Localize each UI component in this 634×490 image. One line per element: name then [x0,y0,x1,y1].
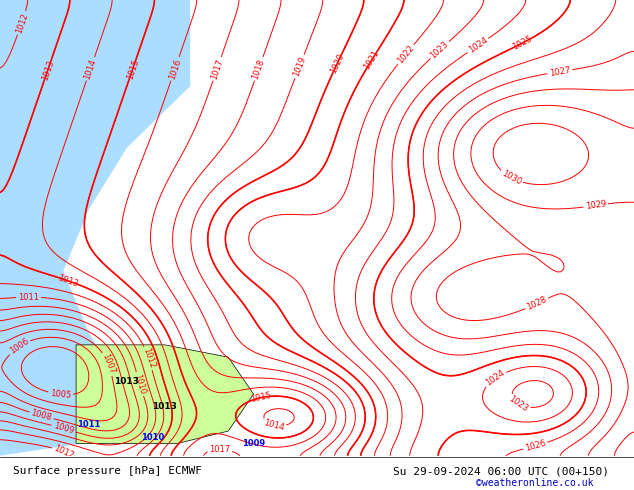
Text: 1028: 1028 [526,295,548,312]
Text: 1029: 1029 [585,199,607,211]
Text: 1006: 1006 [8,337,30,356]
Text: 1019: 1019 [292,55,307,78]
Text: 1011: 1011 [18,293,39,301]
Text: 1015: 1015 [250,391,273,404]
Text: 1025: 1025 [511,34,534,52]
Text: 1012: 1012 [52,443,75,461]
Text: 1021: 1021 [362,49,381,72]
Text: 1012: 1012 [14,12,29,34]
Text: 1013: 1013 [56,273,80,289]
Text: 1012: 1012 [141,347,156,369]
Text: 1010: 1010 [133,373,147,395]
Text: 1014: 1014 [262,418,285,432]
Text: 1013: 1013 [152,402,178,411]
Text: 1007: 1007 [100,352,117,375]
Text: 1008: 1008 [30,409,53,423]
Text: 1024: 1024 [484,368,507,388]
Text: ©weatheronline.co.uk: ©weatheronline.co.uk [476,478,593,488]
Text: 1013: 1013 [40,59,55,81]
Text: 1009: 1009 [242,439,265,448]
Text: 1020: 1020 [329,51,346,74]
Text: Su 29-09-2024 06:00 UTC (00+150): Su 29-09-2024 06:00 UTC (00+150) [393,466,609,476]
Text: 1013: 1013 [114,377,139,386]
Text: 1018: 1018 [251,57,266,80]
Text: 1023: 1023 [507,394,530,414]
Text: 1027: 1027 [548,66,571,78]
Text: Surface pressure [hPa] ECMWF: Surface pressure [hPa] ECMWF [13,466,202,476]
Text: 1016: 1016 [167,57,183,80]
Text: 1011: 1011 [77,420,100,429]
Text: 1017: 1017 [209,57,225,80]
Text: 1023: 1023 [429,40,451,60]
Text: 1022: 1022 [396,44,416,66]
Text: 1010: 1010 [141,433,164,441]
Text: 1015: 1015 [125,57,141,80]
Text: 1030: 1030 [500,169,522,187]
Text: 1024: 1024 [467,36,489,55]
Text: 1005: 1005 [49,389,72,400]
Text: 1009: 1009 [53,421,75,436]
Text: 1017: 1017 [209,445,230,454]
Text: 1026: 1026 [524,439,547,453]
Polygon shape [0,0,190,456]
Polygon shape [76,345,254,443]
Text: 1014: 1014 [83,57,98,80]
